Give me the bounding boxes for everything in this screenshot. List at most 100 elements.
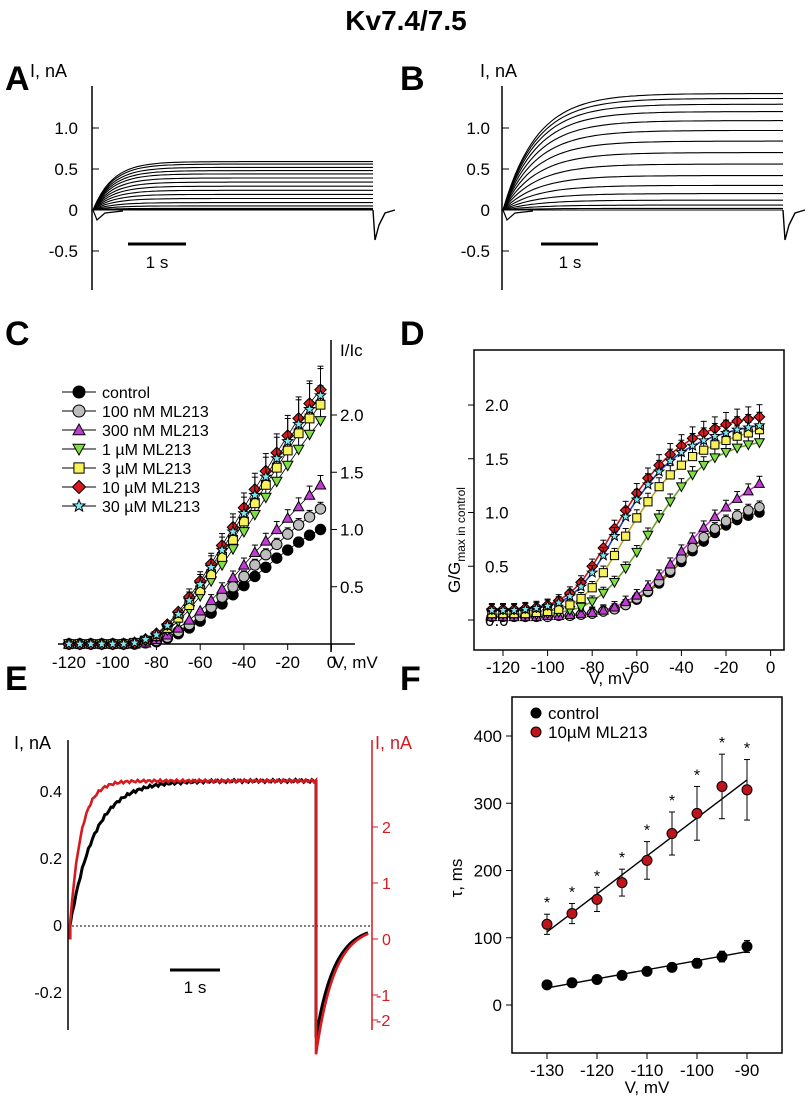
current-trace (502, 152, 783, 211)
panel-label-e: E (5, 660, 28, 698)
panel-c-data-point (117, 637, 131, 650)
panel-d-y-tick-label: 0.5 (485, 557, 509, 576)
panel-d-data-point (676, 460, 686, 470)
panel-d-data-point (652, 465, 666, 477)
panel-f-data-point (591, 973, 603, 985)
panel-d-y-label: G/Gmax in control (445, 487, 468, 593)
panel-c-legend-label: 100 nM ML213 (102, 404, 209, 421)
current-trace (92, 207, 373, 211)
panel-d-data-point (731, 492, 743, 503)
panel-d-x-tick-label: -80 (580, 658, 605, 677)
panel-c-data-point (303, 429, 316, 441)
panel-d-data-point (742, 421, 755, 433)
panel-e-y-tick-right: 0 (382, 932, 391, 949)
panel-d-plot (485, 404, 766, 623)
current-trace (502, 129, 783, 211)
panel-d-x-tick-label: 0 (766, 658, 775, 677)
panel-d-data-point (519, 602, 532, 615)
panel-d-x-tick-label: -20 (714, 658, 739, 677)
panel-c-legend: control 100 nM ML213 300 nM ML213 1 µM ML21… (62, 385, 209, 516)
panel-d: V, mV G/Gmax in control -120 -100 -80 -60 -4… (445, 349, 785, 688)
panel-c-legend-marker (72, 385, 86, 399)
panel-d-data-point (731, 510, 743, 522)
panel-f-x-tick-label: -100 (680, 1061, 714, 1080)
panel-c: I/Ic V, mV -120 -100 -80 -60 -40 -20 0 0.5 1.0 1.… (52, 340, 378, 672)
current-trace (92, 202, 373, 211)
panel-c-data-point (260, 548, 272, 561)
panel-c-data-point (249, 570, 261, 583)
panel-c-data-point (270, 523, 283, 535)
panel-d-x-tick-label: -40 (669, 658, 694, 677)
panel-e-y-label-left: I, nA (14, 733, 51, 753)
panel-d-data-point (563, 589, 577, 602)
panel-f-data-point (591, 893, 603, 905)
panel-d-data-point (697, 434, 710, 446)
panel-c-data-point (260, 561, 272, 573)
panel-d-data-point (687, 452, 698, 462)
panel-d-data-point (720, 447, 732, 459)
panel-d-data-point (686, 470, 699, 481)
panel-c-data-point (281, 544, 294, 556)
panel-d-data-point (719, 426, 733, 439)
panel-c-data-point (226, 571, 240, 583)
panel-c-axis-ticks: -120 -100 -80 -60 -40 -20 0 0.5 1.0 1.5 2.0 (52, 406, 364, 672)
panel-c-data-point (271, 552, 283, 564)
panel-c-x-tick-label: -80 (144, 653, 169, 672)
panel-c-data-point (138, 632, 153, 645)
panel-c-data-point (303, 511, 316, 523)
panel-f-significance-marker: * (644, 823, 650, 840)
panel-c-legend-label: 300 nM ML213 (102, 423, 209, 440)
panel-c-data-point (314, 478, 327, 490)
panel-c-data-point (271, 462, 282, 473)
panel-c-data-point (95, 637, 109, 650)
panel-d-data-point (485, 603, 498, 616)
panel-f-significance-marker: * (744, 741, 750, 758)
panel-c-data-point (314, 503, 327, 515)
panel-c-data-point (248, 509, 261, 521)
panel-c-data-point (270, 476, 283, 488)
panel-e-y-tick-left: -0.2 (34, 985, 62, 1002)
panel-a-y-label: I, nA (30, 61, 67, 81)
panel-f-x-tick-label: -90 (735, 1061, 760, 1080)
panel-d-data-point (720, 501, 732, 512)
panel-e-y-tick-left: 0.4 (40, 784, 62, 801)
panel-d-data-point (675, 482, 688, 493)
panel-d-y-tick-label: 2.0 (485, 396, 509, 415)
panel-d-data-point (743, 505, 754, 516)
panel-b-y-tick: 0.5 (466, 160, 490, 179)
panel-c-x-tick-label: -40 (232, 653, 257, 672)
current-trace (502, 111, 783, 211)
panel-a-y-tick: 1.0 (54, 119, 78, 138)
panel-label-c: C (5, 315, 30, 353)
panel-c-x-tick-label: -20 (275, 653, 300, 672)
panel-c-data-point (128, 636, 142, 649)
panel-c-data-point (84, 637, 98, 650)
panel-f-data-point (641, 854, 653, 866)
panel-d-data-point (643, 497, 653, 507)
panel-c-data-point (149, 627, 163, 641)
panel-d-data-point (698, 460, 710, 472)
panel-a-y-tick: 0.5 (54, 160, 78, 179)
panel-d-data-point (753, 438, 766, 449)
panel-f-data-point (541, 979, 553, 991)
panel-d-data-point (621, 531, 631, 541)
panel-c-data-point (106, 637, 120, 650)
panel-d-data-point (530, 601, 543, 614)
panel-c-legend-label: 10 µM ML213 (102, 480, 200, 497)
panel-c-data-point (313, 388, 328, 402)
panel-f-x-tick-label: -120 (580, 1061, 614, 1080)
panel-d-data-point (675, 545, 688, 556)
current-trace (502, 204, 783, 211)
panel-f-significance-marker: * (694, 767, 700, 784)
panel-f-data-point (691, 807, 703, 819)
panel-d-data-point (541, 599, 554, 612)
panel-d-data-point (721, 435, 731, 446)
panel-c-data-point (249, 559, 261, 571)
panel-d-data-point (687, 542, 698, 554)
panel-d-data-point (664, 558, 676, 569)
panel-f-data-point (616, 877, 628, 889)
panel-c-data-point (292, 444, 305, 456)
